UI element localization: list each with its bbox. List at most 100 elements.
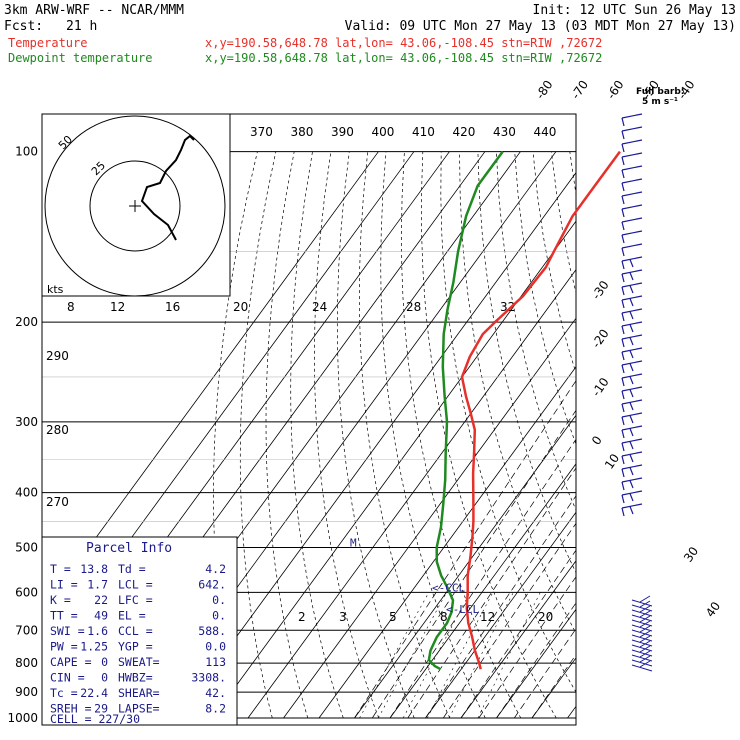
level-markers: <-CCL <-LCL M — [350, 537, 479, 616]
wind-barb — [621, 282, 643, 296]
wind-barb — [631, 615, 653, 627]
isotherm-label: -20 — [589, 327, 612, 351]
parcel-param-value: 3308. — [191, 671, 226, 685]
parcel-param-label: PW = — [50, 640, 78, 654]
hodo-scale-label: 20 — [233, 300, 248, 314]
hodo-ring-25 — [89, 160, 181, 252]
isotherm — [425, 511, 576, 719]
parcel-param-value: 0.0 — [205, 640, 226, 654]
temperature-trace — [460, 150, 621, 670]
hodograph: 25 50 kts — [44, 115, 226, 297]
parcel-param-label: LCL = — [118, 578, 153, 592]
parcel-param-value: 0. — [212, 609, 226, 623]
wind-barb — [621, 412, 643, 426]
parcel-param-value: 0. — [212, 593, 226, 607]
fcst-label: Fcst: — [4, 19, 43, 34]
parcel-param-value: 29 — [94, 702, 108, 716]
legend-dewpoint-info: x,y=190.58,648.78 lat,lon= 43.06,-108.45… — [205, 51, 602, 65]
parcel-param-value: 1.7 — [87, 578, 108, 592]
hodo-scale-label: 16 — [165, 300, 180, 314]
parcel-param-label: SHEAR= — [118, 686, 160, 700]
wind-barb — [621, 217, 643, 231]
pressure-tick-label: 700 — [15, 623, 38, 637]
barb-legend-title: Full barb: — [636, 87, 684, 97]
hodo-units: kts — [47, 283, 64, 296]
parcel-param-label: K = — [50, 593, 71, 607]
parcel-param-value: 4.2 — [205, 562, 226, 576]
dry-adiabat — [588, 152, 740, 718]
hodo-ring-50 — [44, 115, 226, 297]
parcel-param-label: CCL = — [118, 624, 153, 638]
isotherm — [318, 366, 576, 719]
wind-barb — [621, 347, 643, 361]
pressure-tick-label: 300 — [15, 415, 38, 429]
mixing-ratio-label: 2 — [298, 610, 306, 624]
parcel-param-label: YGP = — [118, 640, 153, 654]
wind-barb — [631, 655, 653, 667]
wind-barb — [621, 230, 643, 244]
parcel-param-label: Td = — [118, 562, 146, 576]
parcel-param-label: LI = — [50, 578, 78, 592]
legend-dewpoint-label: Dewpoint temperature — [8, 51, 153, 65]
isotherm-label: -30 — [589, 278, 612, 302]
wind-barb — [621, 126, 643, 140]
mixing-ratio-label: 8 — [440, 610, 448, 624]
parcel-param-label: TT = — [50, 609, 78, 623]
parcel-param-value: 588. — [198, 624, 226, 638]
isotherm — [176, 172, 576, 719]
mixing-ratio-line — [359, 592, 430, 719]
model-title: 3km ARW-WRF -- NCAR/MMM — [4, 3, 184, 18]
parcel-param-value: 0 — [101, 671, 108, 685]
theta-e-label: 390 — [331, 125, 354, 139]
wind-barb — [631, 660, 653, 672]
wind-barb — [621, 386, 643, 400]
pressure-tick-label: 1000 — [7, 711, 38, 725]
mixing-ratio-label: 12 — [480, 610, 495, 624]
moist-adiabat — [372, 409, 576, 719]
moist-adiabat — [531, 654, 576, 719]
hodograph-box — [41, 113, 231, 297]
moist-adiabat — [514, 628, 576, 719]
moist-adiabat — [407, 467, 576, 719]
wind-barb — [631, 625, 653, 637]
hodo-scale-label: 32 — [500, 300, 515, 314]
parcel-param-label: CIN = — [50, 671, 85, 685]
isotherm — [389, 463, 576, 719]
wind-barb — [621, 113, 643, 127]
level-marker-m: M — [350, 537, 357, 550]
legend-temperature-label: Temperature — [8, 36, 87, 50]
mixing-ratio-line — [402, 592, 471, 719]
wind-barb — [631, 605, 653, 617]
wind-barb — [621, 243, 643, 257]
wind-barb — [621, 256, 643, 270]
dry-adiabat — [717, 152, 740, 718]
wind-barb — [631, 650, 653, 662]
wind-barb — [621, 191, 643, 205]
wind-barb — [621, 490, 643, 504]
pressure-tick-label: 800 — [15, 656, 38, 670]
dewpoint-trace — [427, 150, 504, 671]
wind-barb — [631, 610, 653, 622]
pressure-tick-label: 900 — [15, 685, 38, 699]
isotherm-label: -70 — [568, 78, 591, 102]
dry-adiabat — [477, 151, 576, 574]
pressure-tick-label: 600 — [15, 585, 38, 599]
dry-adiabat — [380, 151, 486, 719]
mixing-ratio-label: 20 — [538, 610, 553, 624]
wind-barb — [621, 334, 643, 348]
init-time: Init: 12 UTC Sun 26 May 13 — [533, 3, 737, 18]
parcel-param-label: HWBZ= — [118, 671, 153, 685]
hodo-scale-label: 24 — [312, 300, 327, 314]
dry-adiabat — [290, 151, 344, 719]
theta-e-label: 370 — [250, 125, 273, 139]
parcel-param-label: Tc = — [50, 686, 78, 700]
isotherm — [460, 560, 576, 719]
isotherm — [247, 269, 576, 719]
barb-legend-value: 5 m s⁻¹ — [642, 97, 678, 107]
dry-adiabat-label: 280 — [46, 423, 69, 437]
moist-adiabat-lines — [354, 380, 576, 719]
wind-barb — [621, 425, 643, 439]
wind-barb — [631, 600, 653, 612]
dry-adiabat — [314, 151, 380, 719]
wind-barb — [621, 152, 643, 166]
